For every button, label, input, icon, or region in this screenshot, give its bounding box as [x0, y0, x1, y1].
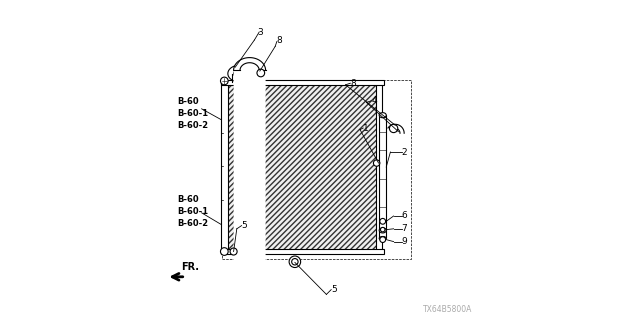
- Circle shape: [257, 69, 265, 77]
- Circle shape: [292, 259, 298, 265]
- Circle shape: [289, 256, 301, 268]
- Bar: [380, 229, 387, 238]
- Circle shape: [389, 124, 398, 132]
- Bar: [223, 80, 411, 259]
- Text: 8: 8: [351, 79, 356, 88]
- Bar: [221, 249, 384, 254]
- Circle shape: [374, 160, 380, 166]
- Text: 5: 5: [242, 221, 247, 230]
- Text: 5: 5: [332, 285, 337, 294]
- Text: 6: 6: [402, 212, 407, 220]
- Text: 8: 8: [277, 36, 282, 44]
- Text: 3: 3: [258, 28, 263, 36]
- Text: 4: 4: [371, 96, 377, 105]
- Text: 7: 7: [402, 224, 407, 233]
- Text: B-60
B-60-1
B-60-2: B-60 B-60-1 B-60-2: [178, 97, 209, 130]
- Circle shape: [380, 237, 385, 243]
- Text: 2: 2: [402, 148, 407, 156]
- Text: TX64B5800A: TX64B5800A: [422, 305, 472, 314]
- Ellipse shape: [380, 228, 387, 233]
- Circle shape: [220, 77, 228, 85]
- Circle shape: [230, 248, 237, 255]
- Text: B-60
B-60-1
B-60-2: B-60 B-60-1 B-60-2: [178, 195, 209, 228]
- Ellipse shape: [380, 113, 387, 118]
- Text: 9: 9: [402, 237, 407, 246]
- Bar: [227, 83, 378, 250]
- Bar: [380, 115, 387, 230]
- Circle shape: [380, 219, 385, 224]
- Circle shape: [380, 228, 385, 232]
- Bar: [221, 82, 228, 251]
- Polygon shape: [388, 124, 404, 133]
- Ellipse shape: [380, 236, 387, 240]
- Bar: [221, 80, 384, 85]
- Text: 1: 1: [364, 124, 369, 132]
- Bar: [376, 82, 382, 251]
- Text: FR.: FR.: [181, 262, 199, 272]
- Circle shape: [220, 248, 228, 255]
